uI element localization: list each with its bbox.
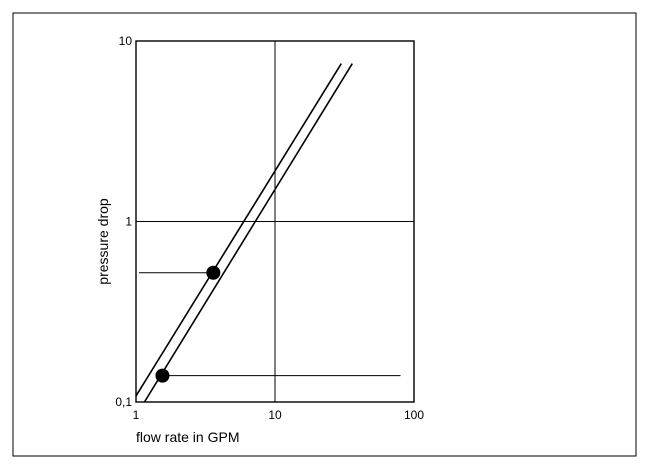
x-axis-label: flow rate in GPM <box>136 429 239 445</box>
x-tick-label: 100 <box>404 408 424 422</box>
y-tick-label: 10 <box>119 34 133 48</box>
x-tick-label: 10 <box>268 408 282 422</box>
series-line <box>143 63 354 402</box>
data-point-marker <box>206 265 221 280</box>
series-line <box>136 63 343 398</box>
outer-border <box>12 12 637 457</box>
y-tick-label: 1 <box>125 215 132 229</box>
plot-area-border <box>135 40 415 403</box>
y-tick-label: 0,1 <box>115 395 132 409</box>
x-tick-label: 1 <box>133 408 140 422</box>
data-point-marker <box>155 368 170 383</box>
y-axis-label: pressure drop <box>95 198 111 285</box>
